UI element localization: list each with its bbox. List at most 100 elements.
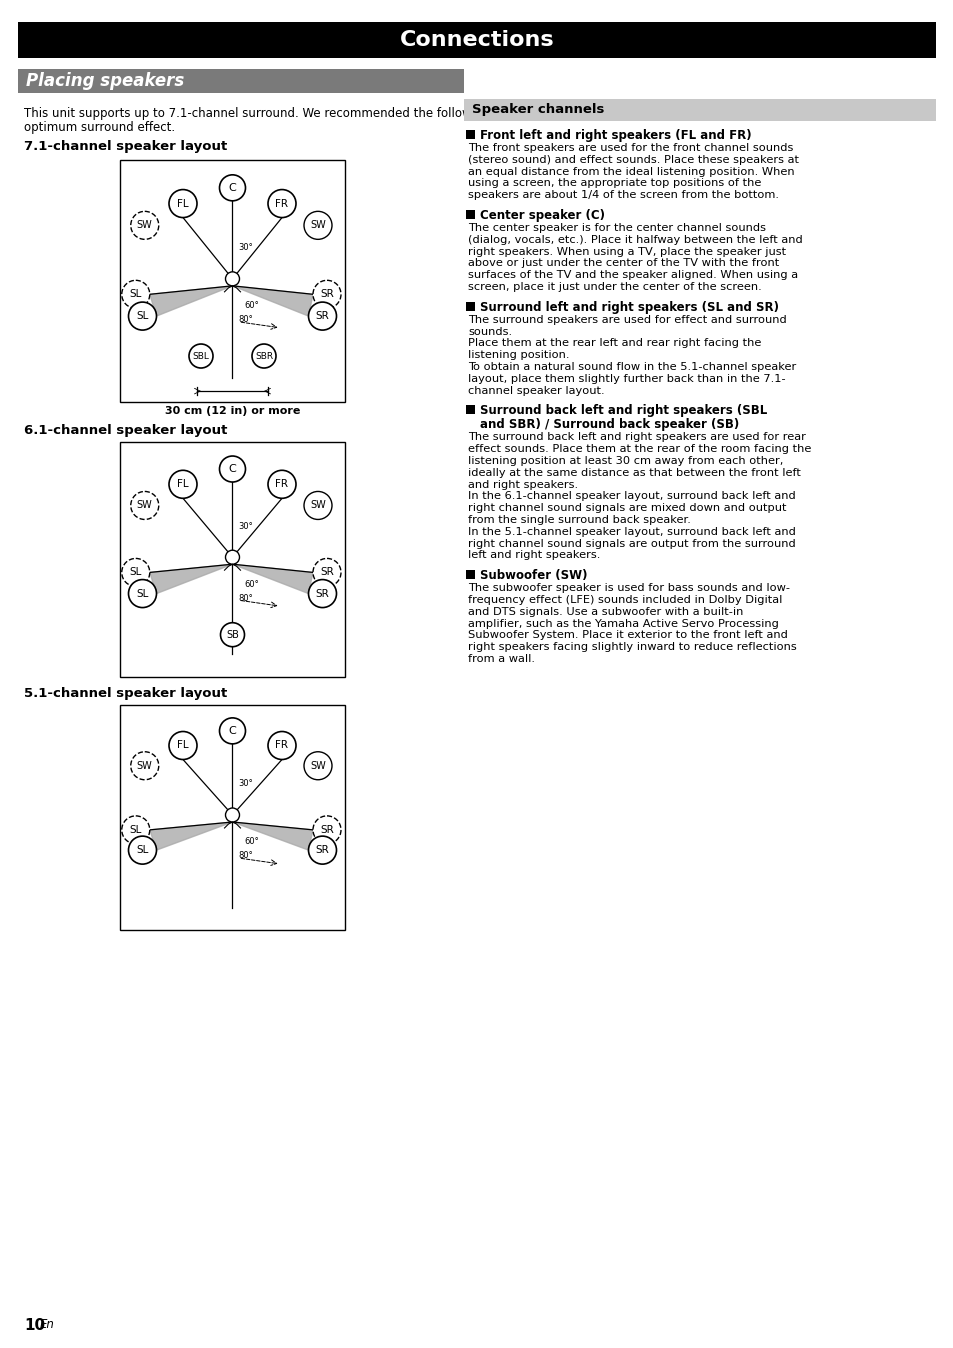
Circle shape	[169, 470, 196, 499]
Text: The center speaker is for the center channel sounds: The center speaker is for the center cha…	[468, 222, 765, 233]
Text: SR: SR	[315, 311, 329, 321]
Text: SW: SW	[310, 500, 326, 511]
Polygon shape	[233, 286, 313, 315]
Text: SL: SL	[136, 845, 149, 855]
Text: 30 cm (12 in) or more: 30 cm (12 in) or more	[165, 406, 300, 417]
Circle shape	[313, 280, 340, 309]
Text: 7.1-channel speaker layout: 7.1-channel speaker layout	[24, 140, 227, 154]
Circle shape	[189, 344, 213, 368]
Bar	[465, 570, 475, 580]
Text: Connections: Connections	[399, 30, 554, 50]
Text: 60°: 60°	[244, 837, 259, 847]
Text: using a screen, the appropriate top positions of the: using a screen, the appropriate top posi…	[468, 178, 760, 189]
Text: Place them at the rear left and rear right facing the: Place them at the rear left and rear rig…	[468, 338, 760, 348]
Circle shape	[129, 580, 156, 608]
Text: FR: FR	[275, 480, 288, 489]
Text: In the 6.1-channel speaker layout, surround back left and: In the 6.1-channel speaker layout, surro…	[468, 492, 795, 501]
Circle shape	[308, 580, 336, 608]
Circle shape	[252, 344, 275, 368]
Text: In the 5.1-channel speaker layout, surround back left and: In the 5.1-channel speaker layout, surro…	[468, 527, 795, 537]
Text: right speakers. When using a TV, place the speaker just: right speakers. When using a TV, place t…	[468, 247, 785, 256]
Text: ideally at the same distance as that between the front left: ideally at the same distance as that bet…	[468, 468, 800, 477]
Circle shape	[225, 272, 239, 286]
Polygon shape	[150, 286, 233, 315]
Text: 60°: 60°	[244, 580, 259, 589]
Text: SL: SL	[130, 825, 142, 834]
Text: The front speakers are used for the front channel sounds: The front speakers are used for the fron…	[468, 143, 793, 154]
Text: To obtain a natural sound flow in the 5.1-channel speaker: To obtain a natural sound flow in the 5.…	[468, 363, 796, 372]
Text: FR: FR	[275, 740, 288, 751]
Text: effect sounds. Place them at the rear of the room facing the: effect sounds. Place them at the rear of…	[468, 445, 810, 454]
Text: Front left and right speakers (FL and FR): Front left and right speakers (FL and FR…	[479, 129, 751, 142]
Text: and SBR) / Surround back speaker (SB): and SBR) / Surround back speaker (SB)	[479, 418, 739, 431]
Text: 30°: 30°	[238, 779, 253, 789]
Text: Surround left and right speakers (SL and SR): Surround left and right speakers (SL and…	[479, 301, 779, 314]
Circle shape	[268, 732, 295, 759]
Text: 80°: 80°	[238, 315, 253, 325]
Text: SBL: SBL	[193, 352, 210, 360]
Text: FL: FL	[177, 740, 189, 751]
Circle shape	[304, 212, 332, 240]
Bar	[18, 69, 463, 93]
Text: 10: 10	[24, 1317, 45, 1333]
Circle shape	[122, 280, 150, 309]
Circle shape	[122, 816, 150, 844]
Text: 5.1-channel speaker layout: 5.1-channel speaker layout	[24, 687, 227, 700]
Text: an equal distance from the ideal listening position. When: an equal distance from the ideal listeni…	[468, 167, 794, 177]
Text: C: C	[229, 183, 236, 193]
Text: SW: SW	[310, 760, 326, 771]
Text: screen, place it just under the center of the screen.: screen, place it just under the center o…	[468, 282, 760, 293]
Text: C: C	[229, 725, 236, 736]
Text: surfaces of the TV and the speaker aligned. When using a: surfaces of the TV and the speaker align…	[468, 270, 798, 280]
Text: optimum surround effect.: optimum surround effect.	[24, 121, 175, 133]
Text: left and right speakers.: left and right speakers.	[468, 550, 599, 561]
Circle shape	[219, 456, 245, 483]
Circle shape	[313, 816, 340, 844]
Text: FL: FL	[177, 480, 189, 489]
Text: The subwoofer speaker is used for bass sounds and low-: The subwoofer speaker is used for bass s…	[468, 584, 789, 593]
Bar	[463, 98, 935, 121]
Circle shape	[304, 492, 332, 519]
Text: SL: SL	[136, 589, 149, 599]
Text: listening position at least 30 cm away from each other,: listening position at least 30 cm away f…	[468, 456, 782, 466]
Bar	[465, 129, 475, 139]
Text: from the single surround back speaker.: from the single surround back speaker.	[468, 515, 690, 524]
Polygon shape	[150, 822, 233, 851]
Text: FR: FR	[275, 198, 288, 209]
Bar	[18, 22, 935, 58]
Text: from a wall.: from a wall.	[468, 654, 535, 665]
Circle shape	[131, 212, 158, 240]
Circle shape	[169, 190, 196, 217]
Text: SW: SW	[136, 760, 152, 771]
Text: 80°: 80°	[238, 852, 253, 860]
Circle shape	[219, 718, 245, 744]
Text: and right speakers.: and right speakers.	[468, 480, 578, 489]
Text: SB: SB	[226, 630, 238, 640]
Circle shape	[268, 190, 295, 217]
Circle shape	[268, 470, 295, 499]
Text: SR: SR	[320, 825, 334, 834]
Circle shape	[129, 302, 156, 330]
Text: SR: SR	[315, 589, 329, 599]
Text: SL: SL	[136, 311, 149, 321]
Text: SL: SL	[130, 290, 142, 299]
Bar	[120, 705, 345, 930]
Text: Center speaker (C): Center speaker (C)	[479, 209, 604, 222]
Text: 80°: 80°	[238, 593, 253, 603]
Text: SBR: SBR	[254, 352, 273, 360]
Polygon shape	[150, 565, 233, 593]
Text: speakers are about 1/4 of the screen from the bottom.: speakers are about 1/4 of the screen fro…	[468, 190, 779, 201]
Text: The surround speakers are used for effect and surround: The surround speakers are used for effec…	[468, 315, 786, 325]
Text: 30°: 30°	[238, 244, 253, 252]
Bar	[465, 406, 475, 414]
Text: 60°: 60°	[244, 302, 259, 310]
Text: layout, place them slightly further back than in the 7.1-: layout, place them slightly further back…	[468, 373, 785, 384]
Circle shape	[225, 807, 239, 822]
Polygon shape	[233, 822, 313, 851]
Text: SW: SW	[136, 500, 152, 511]
Circle shape	[308, 302, 336, 330]
Text: and DTS signals. Use a subwoofer with a built-in: and DTS signals. Use a subwoofer with a …	[468, 607, 742, 617]
Text: right speakers facing slightly inward to reduce reflections: right speakers facing slightly inward to…	[468, 642, 796, 652]
Bar	[120, 442, 345, 677]
Text: Placing speakers: Placing speakers	[26, 71, 184, 90]
